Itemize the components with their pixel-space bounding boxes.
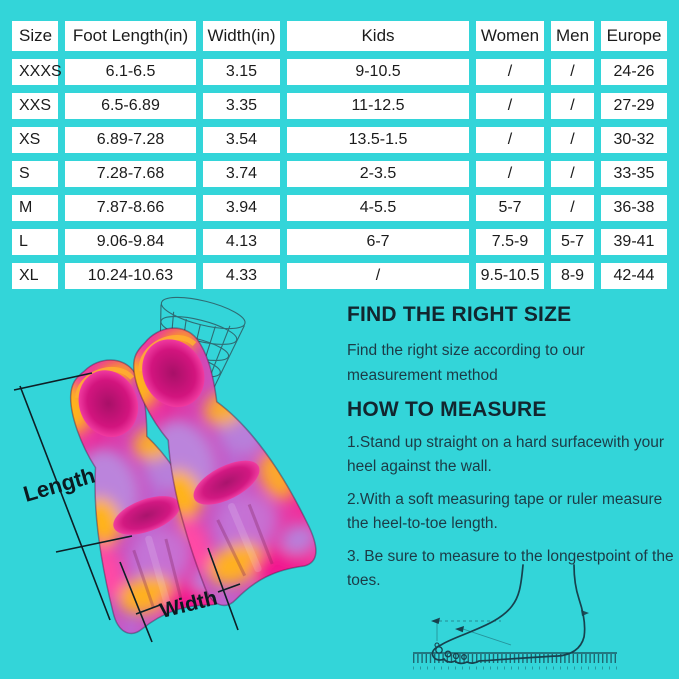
header-cell: Size bbox=[12, 21, 58, 51]
find-size-heading: FIND THE RIGHT SIZE bbox=[347, 303, 572, 326]
table-cell: 9.06-9.84 bbox=[65, 229, 196, 255]
table-cell: 6-7 bbox=[287, 229, 469, 255]
length-dimension bbox=[13, 372, 133, 621]
foot-outline bbox=[431, 564, 586, 665]
measure-step: 3. Be sure to measure to the longestpoin… bbox=[347, 548, 674, 589]
find-size-text: Find the right size according to our mea… bbox=[347, 342, 585, 384]
table-cell: / bbox=[476, 161, 544, 187]
header-cell: Foot Length(in) bbox=[65, 21, 196, 51]
table-cell: 9.5-10.5 bbox=[476, 263, 544, 289]
table-cell: 3.35 bbox=[203, 93, 280, 119]
table-cell: 5-7 bbox=[476, 195, 544, 221]
table-cell: 39-41 bbox=[601, 229, 667, 255]
table-cell: 6.89-7.28 bbox=[65, 127, 196, 153]
table-cell: / bbox=[551, 195, 594, 221]
table-cell: 6.5-6.89 bbox=[65, 93, 196, 119]
width-dimension bbox=[119, 547, 241, 643]
how-to-measure-heading: HOW TO MEASURE bbox=[347, 398, 547, 421]
size-table: Size Foot Length(in) Width(in) Kids Wome… bbox=[12, 21, 667, 289]
table-cell: 3.94 bbox=[203, 195, 280, 221]
measure-arrow-icon bbox=[431, 610, 589, 646]
table-cell: 24-26 bbox=[601, 59, 667, 85]
table-cell: / bbox=[476, 93, 544, 119]
table-cell: / bbox=[476, 59, 544, 85]
table-cell: / bbox=[551, 161, 594, 187]
table-cell: 3.54 bbox=[203, 127, 280, 153]
table-cell: 9-10.5 bbox=[287, 59, 469, 85]
table-cell: / bbox=[476, 127, 544, 153]
table-cell: M bbox=[12, 195, 58, 221]
header-cell: Europe bbox=[601, 21, 667, 51]
table-cell: 4.33 bbox=[203, 263, 280, 289]
table-cell: / bbox=[551, 93, 594, 119]
measure-steps: 1.Stand up straight on a hard surfacewit… bbox=[347, 431, 675, 593]
table-cell: 8-9 bbox=[551, 263, 594, 289]
measure-step: 1.Stand up straight on a hard surfacewit… bbox=[347, 434, 665, 475]
measurement-guide: FIND THE RIGHT SIZE Find the right size … bbox=[347, 303, 675, 593]
table-cell: 13.5-1.5 bbox=[287, 127, 469, 153]
table-cell: 3.15 bbox=[203, 59, 280, 85]
table-cell: / bbox=[287, 263, 469, 289]
table-cell: 30-32 bbox=[601, 127, 667, 153]
table-cell: 36-38 bbox=[601, 195, 667, 221]
header-cell: Men bbox=[551, 21, 594, 51]
table-cell: 10.24-10.63 bbox=[65, 263, 196, 289]
table-cell: XS bbox=[12, 127, 58, 153]
table-cell: 4.13 bbox=[203, 229, 280, 255]
table-cell: S bbox=[12, 161, 58, 187]
table-cell: XXXS bbox=[12, 59, 62, 85]
table-cell: XL bbox=[12, 263, 58, 289]
table-cell: 4-5.5 bbox=[287, 195, 469, 221]
measure-step: 2.With a soft measuring tape or ruler me… bbox=[347, 491, 663, 532]
table-cell: 5-7 bbox=[551, 229, 594, 255]
table-cell: 7.28-7.68 bbox=[65, 161, 196, 187]
table-cell: 27-29 bbox=[601, 93, 667, 119]
table-cell: 42-44 bbox=[601, 263, 667, 289]
table-cell: / bbox=[551, 127, 594, 153]
table-cell: 3.74 bbox=[203, 161, 280, 187]
table-cell: / bbox=[551, 59, 594, 85]
table-cell: 2-3.5 bbox=[287, 161, 469, 187]
table-cell: L bbox=[12, 229, 58, 255]
header-cell: Kids bbox=[287, 21, 469, 51]
table-cell: 7.5-9 bbox=[476, 229, 544, 255]
header-cell: Width(in) bbox=[203, 21, 280, 51]
ruler bbox=[413, 652, 617, 670]
table-cell: 6.1-6.5 bbox=[65, 59, 196, 85]
foot-measure-diagram bbox=[413, 564, 617, 670]
table-cell: XXS bbox=[12, 93, 58, 119]
table-cell: 33-35 bbox=[601, 161, 667, 187]
length-label: Length bbox=[20, 463, 97, 507]
table-cell: 7.87-8.66 bbox=[65, 195, 196, 221]
table-cell: 11-12.5 bbox=[287, 93, 469, 119]
fin-illustration: Length Width bbox=[13, 296, 345, 679]
header-cell: Women bbox=[476, 21, 544, 51]
